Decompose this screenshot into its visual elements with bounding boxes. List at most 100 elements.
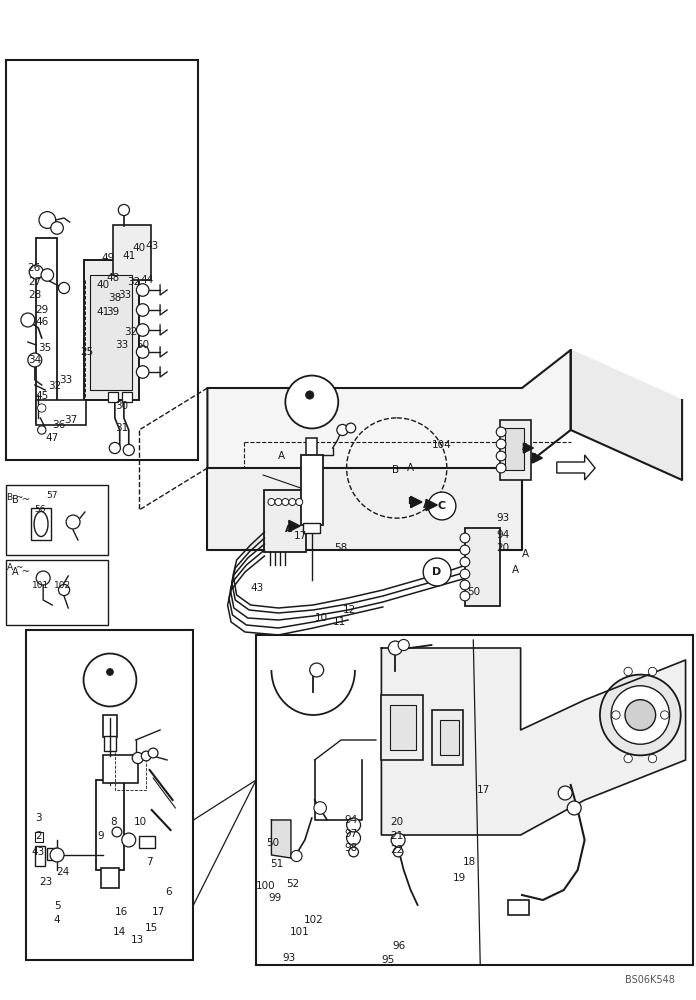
Circle shape [36,571,50,585]
Text: 96: 96 [392,941,406,951]
Circle shape [28,353,42,367]
Text: 31: 31 [115,423,129,433]
Bar [6,560,108,625]
Circle shape [388,641,402,655]
Bar [108,392,118,402]
Circle shape [314,802,326,814]
Text: D: D [432,567,442,577]
Bar [104,736,116,751]
Circle shape [109,442,120,454]
Text: A: A [278,451,285,461]
Text: 48: 48 [106,273,120,283]
Text: A ~: A ~ [12,567,30,577]
Circle shape [496,463,506,473]
Circle shape [346,423,356,433]
Text: 3: 3 [35,813,42,823]
Text: 24: 24 [56,867,70,877]
Circle shape [337,424,348,436]
Circle shape [38,404,46,412]
Bar [96,780,124,870]
Text: 30: 30 [116,401,128,411]
Bar [465,528,500,606]
Polygon shape [207,350,571,468]
Text: 41: 41 [122,251,136,261]
Text: 38: 38 [108,293,122,303]
Text: B: B [407,497,414,506]
Text: 93: 93 [282,953,296,963]
Circle shape [460,545,470,555]
Bar [36,400,86,425]
Text: 50: 50 [267,838,279,848]
Text: 36: 36 [52,420,66,430]
Text: 32: 32 [124,327,138,337]
Text: B ~: B ~ [7,493,24,502]
Text: 32: 32 [127,277,141,287]
Text: 17: 17 [152,907,166,917]
Bar [500,420,531,480]
Circle shape [296,499,303,505]
Text: 20: 20 [390,817,403,827]
Circle shape [51,222,63,234]
Text: 32: 32 [47,381,61,391]
Circle shape [275,499,282,505]
Text: A: A [522,549,529,559]
Circle shape [122,833,136,847]
Text: 104: 104 [432,440,452,450]
Bar [122,392,132,402]
Circle shape [398,639,409,651]
Text: 16: 16 [115,907,129,917]
Text: 94: 94 [345,815,358,825]
Bar [6,60,198,460]
Text: 43: 43 [251,583,264,593]
Circle shape [39,212,56,228]
Bar [505,428,524,470]
Circle shape [393,847,403,857]
Text: 8: 8 [110,817,117,827]
Bar [113,225,151,280]
Text: 25: 25 [80,347,94,357]
Polygon shape [557,455,595,480]
Circle shape [291,850,302,862]
Text: 35: 35 [38,343,52,353]
Text: 12: 12 [342,605,356,615]
Text: 43: 43 [145,241,159,251]
Text: 50: 50 [467,587,480,597]
Bar [264,490,306,552]
Text: 11: 11 [333,617,347,627]
Text: 5: 5 [54,901,61,911]
Circle shape [496,451,506,461]
Text: 44: 44 [141,275,155,285]
Text: B: B [392,465,399,475]
Polygon shape [381,648,686,835]
Text: 40: 40 [97,280,109,290]
Text: 23: 23 [39,877,53,887]
Text: 102: 102 [54,580,71,589]
Text: 6: 6 [165,887,172,897]
Text: BS06K548: BS06K548 [625,975,675,985]
Circle shape [50,848,64,862]
Text: 50: 50 [136,340,149,350]
Circle shape [132,752,143,764]
Circle shape [624,667,633,676]
Circle shape [58,584,70,596]
Circle shape [625,700,656,730]
Bar [301,455,323,525]
Circle shape [460,533,470,543]
Circle shape [558,786,572,800]
Circle shape [123,444,134,456]
Text: 15: 15 [145,923,159,933]
Text: 13: 13 [131,935,145,945]
Bar [31,508,51,540]
Circle shape [347,831,361,845]
Bar [35,846,45,866]
Circle shape [611,686,670,744]
Polygon shape [532,453,542,463]
Text: 99: 99 [268,893,282,903]
Text: 33: 33 [118,290,132,300]
Polygon shape [289,520,300,532]
Text: 22: 22 [390,845,404,855]
Bar [84,260,139,400]
Text: 43: 43 [31,847,45,857]
Text: 18: 18 [463,857,477,867]
Circle shape [496,427,506,437]
